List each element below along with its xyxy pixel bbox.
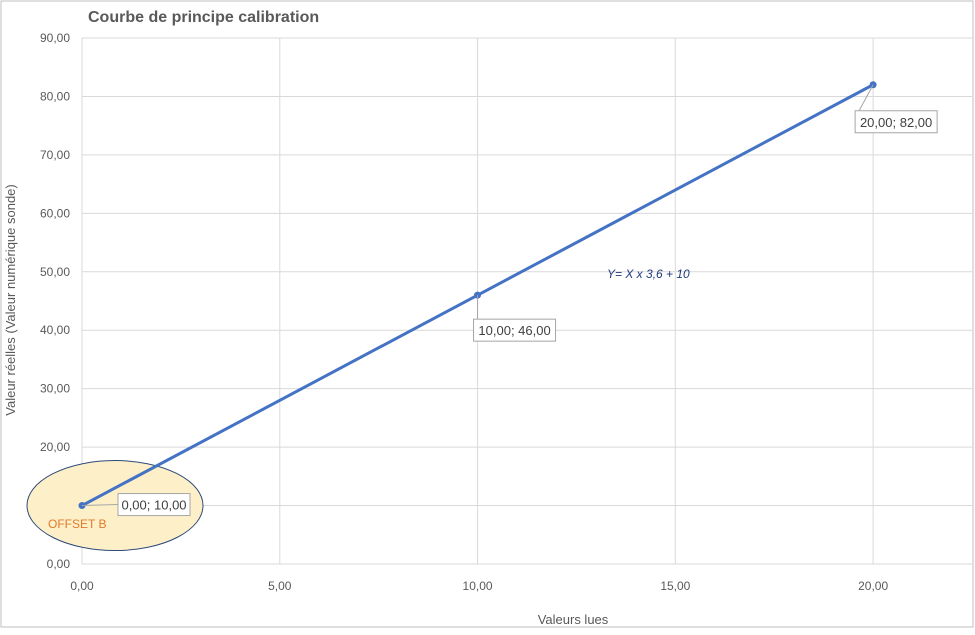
y-tick-label: 50,00 (40, 265, 70, 279)
x-axis-ticks: 0,00 5,00 10,00 15,00 20,00 (70, 579, 888, 593)
y-tick-label: 90,00 (40, 31, 70, 45)
y-tick-label: 80,00 (40, 89, 70, 103)
data-label: 10,00; 46,00 (478, 323, 550, 338)
y-tick-label: 70,00 (40, 148, 70, 162)
data-label-leader (81, 504, 119, 507)
data-label-leader (858, 84, 874, 111)
data-label: 20,00; 82,00 (860, 115, 932, 130)
data-label-box (854, 110, 938, 134)
data-label-box (117, 493, 191, 517)
data-label: 0,00; 10,00 (121, 498, 186, 513)
offset-annotation: OFFSET B (48, 517, 106, 531)
y-tick-label: 0,00 (47, 557, 71, 571)
equation-annotation: Y= X x 3,6 + 10 (607, 267, 690, 281)
y-tick-label: 30,00 (40, 382, 70, 396)
y-tick-label: 40,00 (40, 323, 70, 337)
y-tick-label: 60,00 (40, 206, 70, 220)
x-tick-label: 0,00 (70, 579, 94, 593)
x-tick-label: 20,00 (858, 579, 888, 593)
x-tick-label: 10,00 (463, 579, 493, 593)
chart-title: Courbe de principe calibration (88, 9, 319, 26)
y-axis-title: Valeur réelles (Valeur numérique sonde) (3, 184, 18, 415)
y-tick-label: 20,00 (40, 440, 70, 454)
x-axis-title: Valeurs lues (538, 612, 609, 627)
data-label-box (473, 318, 557, 342)
offset-highlight-ellipse (26, 460, 204, 552)
data-labels: 0,00; 10,00 10,00; 46,00 20,00; 82,00 (81, 84, 938, 517)
x-tick-label: 15,00 (660, 579, 690, 593)
x-tick-label: 5,00 (268, 579, 292, 593)
grid-lines (81, 37, 972, 565)
